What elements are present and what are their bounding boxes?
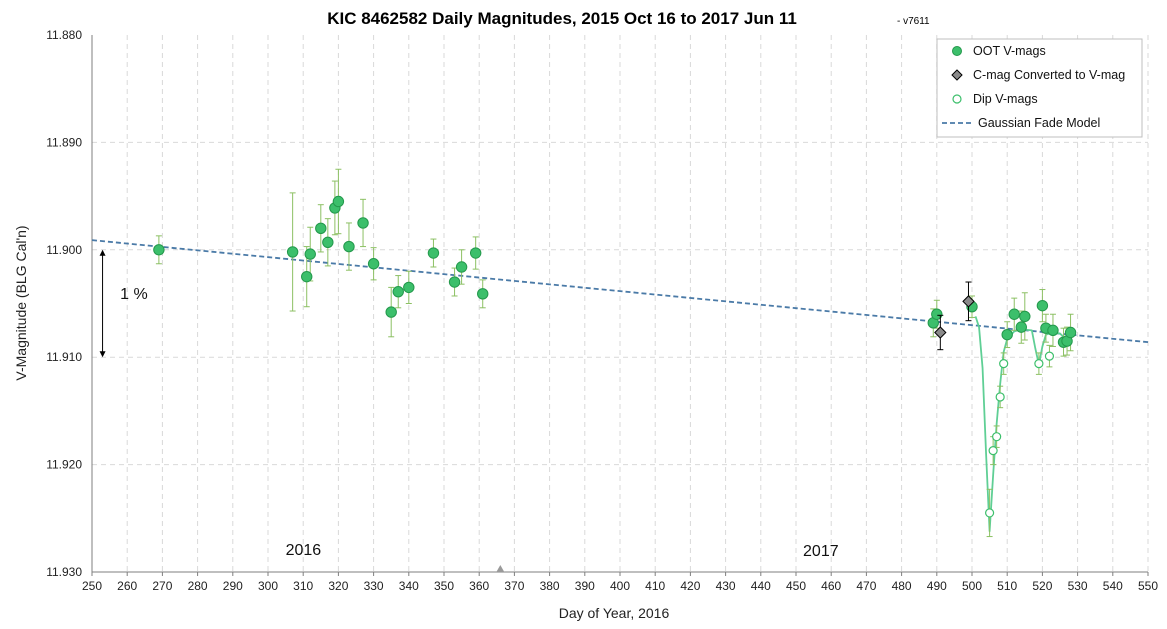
legend-entry-label: Gaussian Fade Model	[978, 116, 1100, 130]
x-tick-label: 480	[892, 579, 912, 593]
oot-point	[448, 276, 461, 288]
legend: OOT V-mags C-mag Converted to V-mag Dip V-…	[936, 38, 1143, 138]
gaussian-fade-model-line	[91, 239, 1149, 344]
oot-point	[315, 222, 327, 235]
x-tick-label: 470	[856, 579, 876, 593]
x-axis-label: Day of Year, 2016	[559, 605, 670, 621]
oot-point	[385, 306, 397, 318]
chart-annotation: 1 %	[120, 286, 148, 303]
x-tick-label: 420	[680, 579, 700, 593]
legend-entry-label: Dip V-mags	[973, 92, 1038, 106]
x-tick-label: 430	[716, 579, 736, 593]
x-tick-label: 280	[188, 579, 208, 593]
oot-point	[332, 195, 345, 208]
x-tick-label: 460	[821, 579, 841, 593]
dip-point	[984, 508, 995, 518]
y-tick-label: 11.910	[46, 350, 82, 364]
legend-marker-oot	[952, 46, 962, 56]
x-tick-label: 320	[328, 579, 348, 593]
x-tick-label: 550	[1138, 579, 1158, 593]
x-tick-label: 350	[434, 579, 454, 593]
legend-box	[936, 38, 1143, 138]
legend-entry-label: OOT V-mags	[973, 44, 1046, 58]
scale-bar-arrow-up	[99, 249, 106, 256]
x-tick-label: 510	[997, 579, 1017, 593]
oot-point	[322, 236, 334, 248]
oot-point	[403, 281, 415, 294]
x-tick-label: 490	[927, 579, 947, 593]
oot-point	[301, 270, 313, 283]
x-tick-label: 360	[469, 579, 489, 593]
cmag-point	[962, 295, 975, 308]
x-tick-label: 330	[364, 579, 384, 593]
legend-entry-label: C-mag Converted to V-mag	[973, 68, 1125, 82]
oot-point	[469, 247, 482, 259]
oot-point	[392, 285, 404, 298]
x-tick-label: 270	[152, 579, 172, 593]
oot-point	[1064, 326, 1077, 339]
oot-point	[1036, 299, 1049, 312]
y-tick-label: 11.880	[46, 28, 82, 42]
dip-point	[1044, 351, 1055, 361]
x-tick-label: 450	[786, 579, 806, 593]
dip-point	[995, 392, 1005, 402]
cmag-point	[934, 326, 947, 339]
x-tick-label: 370	[504, 579, 524, 593]
y-axis-label: V-Magnitude (BLG Cal'n)	[13, 225, 29, 380]
x-tick-label: 310	[293, 579, 313, 593]
x-tick-label: 290	[223, 579, 243, 593]
oot-point	[343, 240, 355, 253]
oot-point	[455, 261, 468, 273]
chart-title: KIC 8462582 Daily Magnitudes, 2015 Oct 1…	[327, 9, 797, 28]
oot-point	[1001, 328, 1013, 341]
dip-point	[988, 446, 998, 456]
x-tick-label: 500	[962, 579, 982, 593]
year-marker-triangle	[496, 565, 505, 572]
legend-marker-dip	[952, 94, 962, 104]
chart-annotation: 2016	[286, 542, 322, 559]
x-tick-label: 520	[1032, 579, 1052, 593]
plot-area: 250 260 270 280 290 300 310 320 330 340 350 360 370 3…	[46, 28, 1158, 593]
x-tick-label: 300	[258, 579, 278, 593]
oot-point	[1008, 308, 1020, 320]
oot-point	[1019, 310, 1031, 323]
scale-bar-arrow-down	[99, 351, 106, 358]
oot-point	[153, 244, 165, 256]
oot-point	[304, 248, 316, 260]
x-tick-label: 400	[610, 579, 630, 593]
chart-annotation: 2017	[803, 543, 839, 560]
legend-marker-cmag	[951, 69, 963, 81]
oot-point	[1047, 324, 1059, 337]
oot-point	[367, 258, 380, 270]
oot-point	[1015, 321, 1027, 333]
x-tick-label: 260	[117, 579, 137, 593]
y-tick-label: 11.920	[46, 458, 82, 472]
y-tick-label: 11.930	[46, 565, 82, 579]
x-tick-label: 340	[399, 579, 419, 593]
oot-point	[931, 308, 943, 320]
chart-version-note: - v7611	[897, 16, 930, 27]
dip-point	[992, 432, 1002, 442]
dip-point	[1034, 359, 1044, 369]
x-tick-label: 540	[1103, 579, 1123, 593]
x-tick-label: 380	[540, 579, 560, 593]
x-tick-label: 390	[575, 579, 595, 593]
x-tick-label: 410	[645, 579, 665, 593]
y-tick-label: 11.890	[46, 135, 82, 149]
x-tick-label: 530	[1068, 579, 1088, 593]
y-tick-label: 11.900	[46, 243, 82, 257]
x-tick-label: 250	[82, 579, 102, 593]
oot-point	[286, 246, 299, 258]
oot-point	[477, 288, 489, 300]
oot-point	[357, 217, 369, 229]
dip-point	[999, 359, 1009, 369]
x-tick-label: 440	[751, 579, 771, 593]
oot-point	[427, 247, 440, 259]
